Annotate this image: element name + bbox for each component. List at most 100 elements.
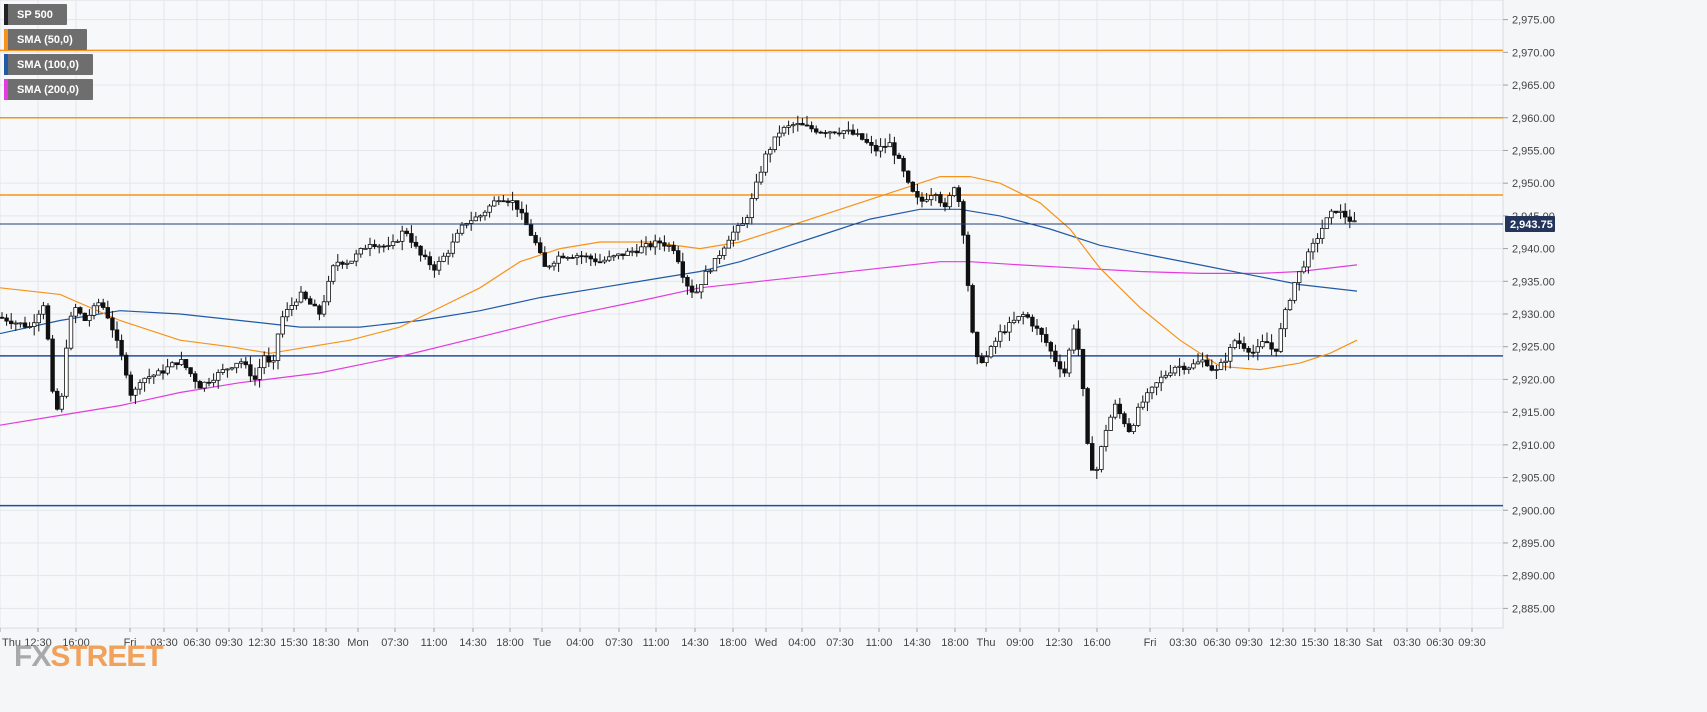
candle-body (436, 260, 442, 271)
candle-body (307, 298, 313, 305)
x-tick-label: 07:30 (605, 637, 633, 649)
candle-body (1269, 342, 1274, 350)
candle-body (1255, 346, 1260, 353)
y-tick-label: 2,915.00 (1512, 407, 1555, 419)
candle-body (832, 131, 837, 134)
candle-body (367, 244, 373, 249)
candle-body (699, 284, 704, 293)
candle-body (146, 376, 152, 379)
candle-body (169, 362, 175, 368)
candle-body (892, 142, 897, 156)
candle-body (82, 312, 87, 322)
candle-body (565, 257, 570, 259)
candle-body (422, 254, 428, 258)
candle-body (666, 244, 672, 247)
y-tick-label: 2,965.00 (1512, 80, 1555, 92)
candle-body (910, 181, 915, 192)
candle-body (772, 136, 777, 150)
candle-body (160, 370, 166, 374)
candle-body (547, 265, 552, 268)
x-tick-label: Fri (1144, 637, 1157, 649)
candle-body (197, 381, 202, 389)
candle-body (1025, 314, 1030, 318)
candle-body (1044, 334, 1049, 343)
candle-body (864, 139, 869, 143)
y-tick-label: 2,890.00 (1512, 571, 1555, 583)
legend-item-sma200[interactable]: SMA (200,0) (4, 79, 93, 100)
candle-body (376, 245, 382, 248)
candle-body (289, 305, 294, 310)
legend-item-sma50[interactable]: SMA (50,0) (4, 29, 87, 50)
candle-body (768, 149, 773, 155)
candle-body (482, 211, 488, 217)
candle-body (1076, 328, 1081, 350)
candle-body (1301, 266, 1306, 273)
candle-body (395, 240, 400, 243)
candle-body (1094, 469, 1099, 471)
candle-body (588, 255, 593, 260)
candle-body (1264, 341, 1270, 344)
candle-body (1195, 361, 1201, 365)
candle-body (1131, 425, 1136, 432)
candle-body (261, 355, 267, 369)
candle-body (1149, 386, 1155, 394)
candle-body (413, 241, 419, 247)
candle-body (938, 194, 943, 204)
candle-body (956, 187, 961, 202)
candle-body (1172, 366, 1178, 374)
candle-body (1085, 388, 1090, 444)
legend-item-sma100[interactable]: SMA (100,0) (4, 54, 93, 75)
candle-body (947, 195, 952, 208)
candle-body (561, 255, 566, 259)
candle-body (183, 359, 189, 369)
candle-body (303, 291, 308, 300)
candle-body (620, 253, 626, 256)
candle-body (1140, 401, 1145, 408)
y-tick-label: 2,970.00 (1512, 47, 1555, 59)
candle-body (18, 322, 23, 325)
candle-body (91, 305, 97, 316)
candle-body (1071, 328, 1076, 351)
candle-body (873, 145, 879, 152)
candle-body (689, 285, 695, 293)
candle-body (837, 132, 842, 135)
candle-body (777, 132, 782, 138)
y-tick-label: 2,910.00 (1512, 440, 1555, 452)
candle-body (501, 200, 506, 203)
candle-body (524, 212, 529, 226)
candle-body (1067, 349, 1072, 374)
candle-body (137, 382, 143, 390)
candle-body (745, 217, 750, 224)
candle-body (1283, 309, 1288, 330)
x-tick-label: 03:30 (150, 637, 178, 649)
candle-body (124, 354, 129, 376)
x-tick-label: 09:00 (1006, 637, 1034, 649)
candle-body (602, 259, 607, 263)
legend-swatch-sma50 (4, 29, 8, 50)
candle-body (418, 245, 423, 256)
candle-body (1191, 363, 1196, 369)
candle-body (45, 305, 51, 340)
candle-body (731, 231, 736, 241)
candle-body (174, 362, 179, 366)
x-tick-label: 12:30 (1045, 637, 1073, 649)
candle-body (353, 253, 359, 262)
y-tick-label: 2,975.00 (1512, 15, 1555, 27)
candle-body (809, 125, 814, 130)
candle-body (680, 261, 685, 278)
candle-body (763, 153, 768, 173)
candle-body (344, 262, 350, 265)
legend-item-sp500[interactable]: SP 500 (4, 4, 67, 25)
y-tick-label: 2,905.00 (1512, 473, 1555, 485)
candle-body (238, 361, 244, 364)
candle-body (8, 320, 14, 325)
candle-body (607, 256, 612, 261)
x-tick-label: 12:30 (1269, 637, 1297, 649)
candle-body (988, 346, 994, 358)
candle-body (1126, 423, 1132, 432)
candle-body (64, 347, 69, 397)
legend: SP 500 SMA (50,0) SMA (100,0) SMA (200,0… (4, 4, 93, 104)
candle-body (896, 154, 902, 159)
